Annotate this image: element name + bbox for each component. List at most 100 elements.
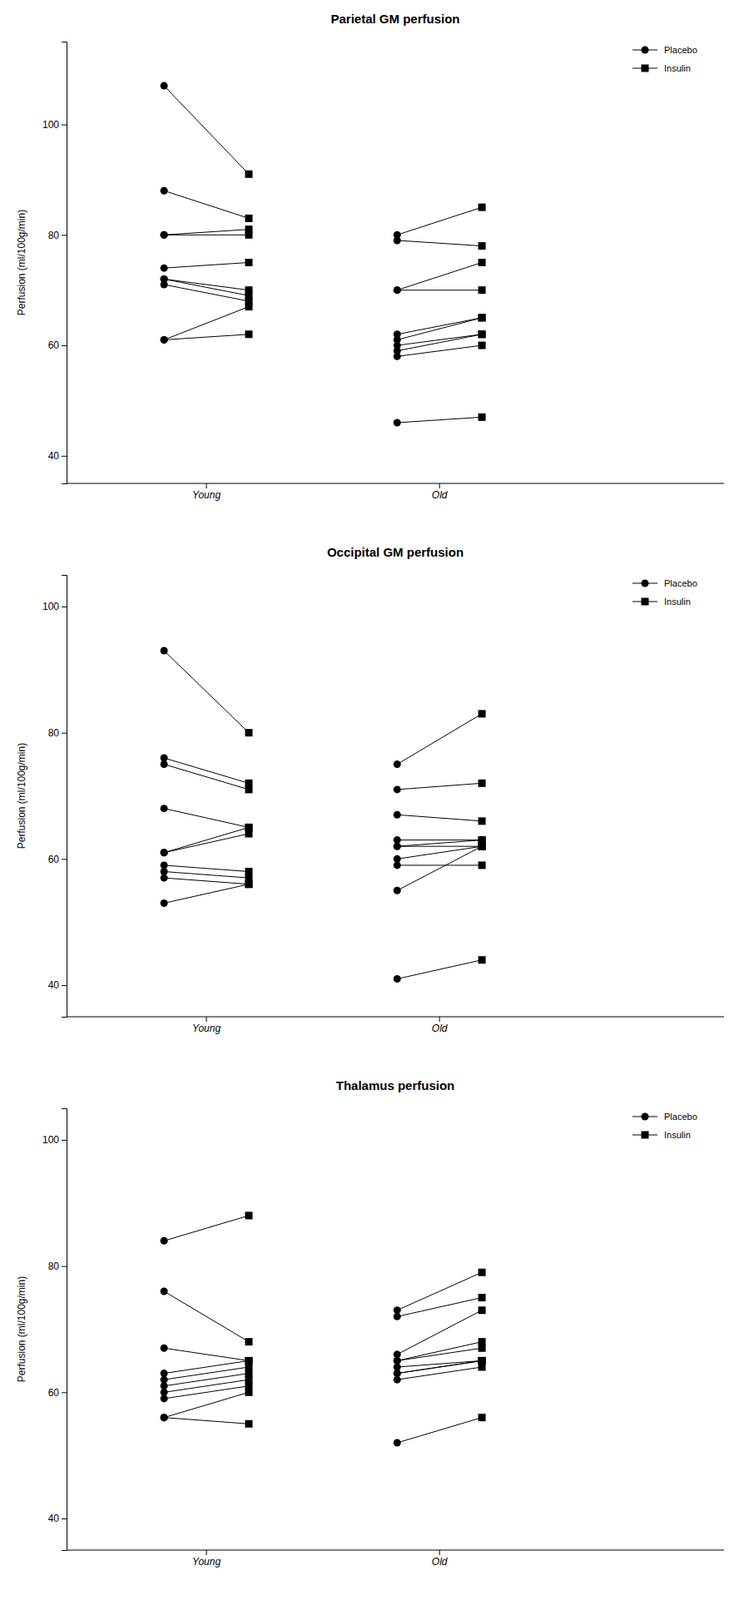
axis-line: [61, 1109, 68, 1552]
title: Occipital GM perfusion: [327, 545, 464, 560]
axis-line: [61, 42, 68, 485]
marker: [160, 336, 169, 344]
tick: 100: [42, 1134, 67, 1146]
tick: 100: [42, 600, 67, 613]
legend-item: Insulin: [632, 63, 691, 74]
pair-line: [396, 1272, 482, 1311]
tick-label: 80: [48, 229, 60, 242]
marker: [478, 779, 487, 788]
tick-label: 40: [48, 450, 60, 462]
tick-mark: [61, 1392, 67, 1394]
marker: [160, 647, 169, 655]
pair-line: [396, 240, 482, 247]
pair-line: [163, 1348, 249, 1361]
pair-line: [396, 1342, 482, 1362]
marker: [478, 843, 487, 851]
marker: [478, 843, 487, 851]
marker: [478, 861, 487, 869]
pair-line: [396, 1298, 482, 1318]
tick-label: 100: [42, 1134, 60, 1146]
x-axis: YoungOld: [66, 1016, 725, 1035]
tick-label: 100: [42, 119, 60, 131]
marker: [244, 729, 253, 737]
marker: [160, 231, 169, 239]
marker: [393, 843, 402, 851]
tick-label: 100: [42, 600, 60, 613]
tick: Old: [431, 1016, 448, 1035]
legend-symbol: [641, 46, 650, 55]
marker: [160, 804, 169, 813]
tick-mark: [206, 1550, 208, 1556]
tick: 60: [48, 339, 67, 352]
pair-line: [396, 846, 482, 891]
pair-line: [163, 234, 249, 236]
marker: [393, 975, 402, 983]
tick: 80: [48, 727, 67, 740]
tick: 80: [48, 1260, 67, 1273]
tick-label: 60: [48, 1387, 60, 1399]
marker: [478, 956, 487, 964]
marker: [160, 1344, 169, 1353]
tick: 80: [48, 229, 67, 242]
tick-mark: [439, 1016, 441, 1022]
marker: [393, 418, 402, 427]
marker: [160, 1287, 169, 1295]
y-axis-title: Perfusion (ml/100g/min): [15, 1276, 28, 1383]
tick-label: 60: [48, 853, 60, 866]
pair-line: [396, 1348, 482, 1361]
panel: 406080100YoungOldThalamus perfusionPerfu…: [15, 1078, 725, 1568]
pair-line: [396, 289, 482, 291]
figure: 406080100YoungOldParietal GM perfusionPe…: [0, 0, 749, 1600]
pair-line: [396, 814, 482, 822]
marker: [160, 874, 169, 883]
tick-label: Young: [192, 1556, 221, 1568]
pair-line: [163, 262, 249, 269]
marker: [160, 336, 169, 344]
tick-mark: [61, 456, 67, 457]
marker: [160, 1413, 169, 1422]
y-axis: 406080100: [42, 575, 68, 1018]
tick-mark: [61, 985, 67, 987]
marker: [160, 899, 169, 908]
pair-line: [163, 877, 249, 885]
marker: [393, 785, 402, 794]
marker: [478, 843, 487, 851]
marker: [244, 1388, 253, 1397]
marker: [160, 187, 169, 195]
marker: [244, 330, 253, 338]
tick-mark: [61, 858, 67, 860]
axis-line: [61, 575, 68, 1018]
marker: [393, 811, 402, 819]
tick: 40: [48, 450, 67, 462]
plot-area: [160, 82, 487, 427]
legend-label: Placebo: [664, 578, 698, 589]
legend-item: Insulin: [632, 1130, 691, 1141]
tick-mark: [206, 1016, 208, 1022]
pair-line: [163, 85, 249, 174]
marker: [478, 1364, 487, 1372]
marker: [244, 1338, 253, 1346]
marker: [478, 413, 487, 422]
pair-line: [163, 1367, 249, 1380]
marker: [160, 848, 169, 857]
legend-symbol: [641, 64, 650, 73]
tick-mark: [61, 124, 67, 126]
x-axis: YoungOld: [66, 1550, 725, 1568]
marker: [478, 313, 487, 322]
marker: [393, 236, 402, 244]
tick-mark: [61, 1266, 67, 1268]
pair-line: [396, 1310, 482, 1355]
pair-line: [163, 284, 249, 302]
marker: [393, 843, 402, 851]
tick-label: Young: [192, 489, 221, 501]
legend-label: Placebo: [664, 1111, 698, 1122]
marker: [160, 281, 169, 289]
marker: [244, 302, 253, 311]
tick-label: Old: [431, 489, 448, 501]
marker: [160, 1394, 169, 1403]
marker: [478, 1413, 487, 1422]
marker: [478, 242, 487, 250]
marker: [393, 760, 402, 769]
pair-line: [396, 1360, 482, 1374]
pair-line: [396, 714, 482, 765]
